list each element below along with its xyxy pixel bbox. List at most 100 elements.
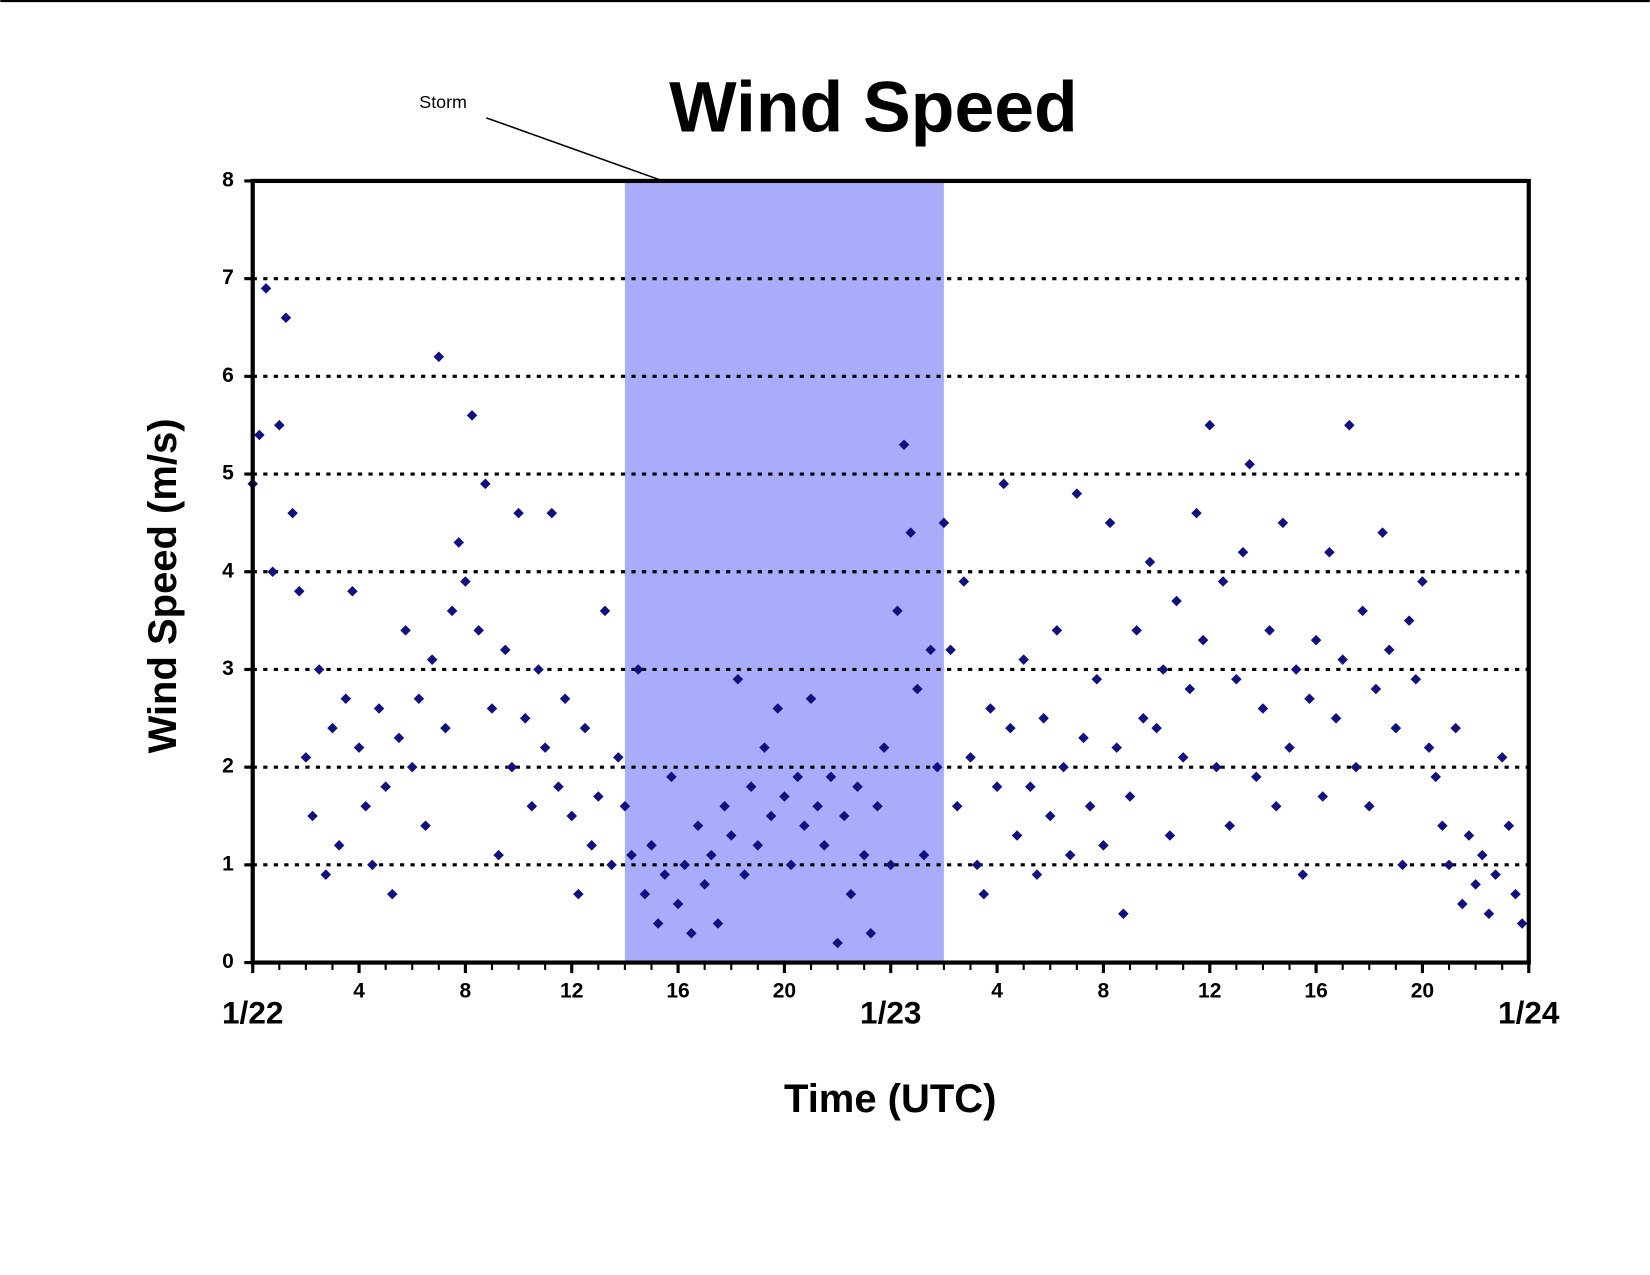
data-point <box>752 840 764 851</box>
data-point <box>1164 830 1176 841</box>
data-point <box>1224 820 1235 832</box>
data-point <box>1324 546 1335 558</box>
data-point <box>892 605 903 617</box>
data-point <box>1443 859 1455 871</box>
data-point <box>985 703 996 714</box>
y-tick-label: 4 <box>222 559 234 582</box>
storm-band <box>624 180 944 963</box>
data-point <box>480 478 491 490</box>
data-point <box>453 537 465 548</box>
data-point <box>393 732 405 744</box>
data-point <box>1437 820 1448 832</box>
data-point <box>1403 615 1415 626</box>
data-point <box>420 820 431 832</box>
data-point <box>539 742 551 753</box>
data-point <box>1357 605 1368 617</box>
data-point <box>1184 683 1196 695</box>
data-point <box>353 742 365 753</box>
y-tick-label: 8 <box>222 169 234 192</box>
x-tick-label: 16 <box>666 980 689 1003</box>
data-point <box>287 507 298 519</box>
data-point <box>725 830 737 841</box>
data-point <box>1005 722 1016 734</box>
data-point <box>938 517 950 529</box>
x-tick-label: 20 <box>773 980 796 1003</box>
data-point <box>1011 830 1023 841</box>
data-point <box>639 888 651 900</box>
x-tick-label: 4 <box>991 980 1003 1003</box>
data-point <box>1038 713 1049 724</box>
data-point <box>832 937 843 949</box>
data-point <box>971 859 983 871</box>
data-point <box>1131 625 1142 636</box>
x-tick-label: 20 <box>1411 980 1434 1003</box>
data-point <box>533 664 544 675</box>
data-point <box>918 849 930 861</box>
annotation-leader <box>485 117 664 182</box>
data-point <box>254 429 265 441</box>
data-point <box>765 810 777 822</box>
data-point <box>1138 713 1149 724</box>
data-point <box>1025 781 1036 792</box>
y-tick-label: 1 <box>222 852 234 875</box>
data-point <box>1430 771 1441 783</box>
data-point <box>1457 898 1468 910</box>
data-point <box>1470 879 1481 890</box>
data-point <box>1350 761 1362 773</box>
y-tick-label: 5 <box>222 462 234 485</box>
data-point <box>433 351 445 363</box>
data-point <box>958 576 970 587</box>
data-point <box>706 849 717 861</box>
data-point <box>274 419 285 431</box>
data-point <box>845 888 857 900</box>
data-point <box>679 859 690 871</box>
data-point <box>998 478 1009 490</box>
data-point <box>1370 683 1382 695</box>
data-point <box>1257 703 1269 714</box>
data-point <box>1337 654 1348 665</box>
data-point <box>865 927 877 939</box>
annotation-label: Storm <box>419 92 467 112</box>
data-point <box>799 820 810 832</box>
data-point <box>1397 859 1408 871</box>
data-point <box>785 859 797 871</box>
data-point <box>1058 761 1069 773</box>
data-point <box>519 713 531 724</box>
data-point <box>1463 830 1475 841</box>
data-point <box>493 849 504 861</box>
data-point <box>1211 761 1222 773</box>
y-tick-label: 2 <box>222 755 234 778</box>
data-point <box>486 703 498 714</box>
data-point <box>672 898 684 910</box>
y-tick-label: 0 <box>222 950 234 973</box>
data-point <box>413 693 425 705</box>
data-point <box>1297 869 1309 880</box>
data-point <box>300 752 312 763</box>
data-point <box>446 605 458 617</box>
data-point <box>327 722 338 734</box>
data-point <box>1264 625 1275 636</box>
x-axis-label: Time (UTC) <box>784 1077 996 1121</box>
data-point <box>1091 673 1103 685</box>
data-point <box>267 566 278 578</box>
data-point <box>1304 693 1315 705</box>
data-point <box>965 752 976 763</box>
data-point <box>360 800 371 812</box>
data-point <box>1157 664 1169 675</box>
data-point <box>1410 673 1422 685</box>
data-point <box>612 752 624 763</box>
data-point <box>280 312 292 323</box>
data-point <box>526 800 538 812</box>
data-point <box>473 625 484 636</box>
data-point <box>1503 820 1515 832</box>
chart-title: Wind Speed <box>669 67 1078 147</box>
data-point <box>320 869 332 880</box>
y-tick-label: 6 <box>222 364 234 387</box>
data-point <box>1251 771 1262 783</box>
data-point <box>805 693 817 705</box>
data-point <box>586 840 597 851</box>
data-point <box>307 810 318 822</box>
data-point <box>1317 791 1329 802</box>
data-point <box>1490 869 1501 880</box>
data-point <box>885 859 897 871</box>
